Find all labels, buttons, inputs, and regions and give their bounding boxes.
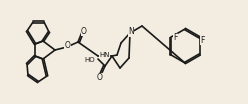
Text: O: O: [81, 27, 87, 35]
Text: HN: HN: [99, 52, 110, 58]
Text: O: O: [64, 41, 70, 51]
Text: F: F: [201, 36, 205, 45]
Text: O: O: [97, 74, 103, 82]
Text: N: N: [128, 27, 134, 37]
Text: HO: HO: [84, 57, 95, 63]
Text: F: F: [173, 33, 178, 42]
